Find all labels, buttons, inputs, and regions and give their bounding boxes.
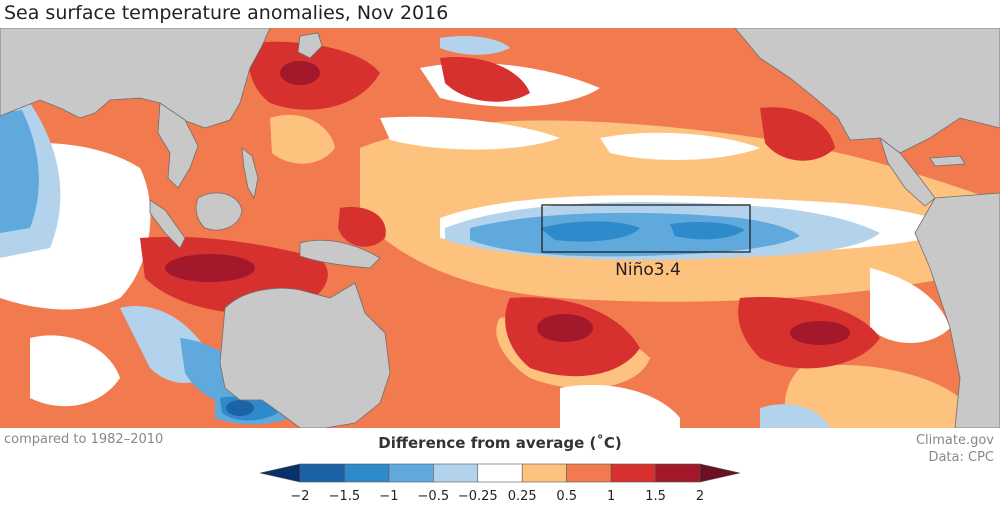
sumatra-island [149, 199, 186, 249]
legend-swatch [433, 463, 479, 483]
asia-landmass [0, 28, 271, 129]
central-america-landmass [879, 136, 936, 207]
legend-swatch [610, 463, 656, 483]
legend-swatch [566, 463, 612, 483]
legend-ticks: −2 −1.5 −1 −0.5 −0.25 0.25 0.5 1 1.5 2 [290, 489, 704, 504]
caribbean-islands [929, 155, 966, 167]
indochina-landmass [157, 102, 199, 189]
credit-block: Climate.gov Data: CPC [916, 432, 994, 466]
baseline-note: compared to 1982–2010 [4, 432, 164, 447]
legend-tick-label: 2 [696, 489, 704, 504]
legend-tick-label: 0.5 [556, 489, 577, 504]
credit-source: Climate.gov [915, 433, 994, 448]
new-guinea-island [299, 239, 381, 269]
australia-landmass [219, 282, 391, 428]
anomaly-very-strong-cool-patches [226, 400, 254, 416]
legend-swatch [477, 463, 523, 483]
color-legend: −2 −1.5 −1 −0.5 −0.25 0.25 0.5 1 1.5 2 [259, 463, 741, 504]
legend-tick-label: −0.5 [418, 489, 450, 504]
legend-title: Difference from average (˚C) [378, 434, 622, 452]
legend-tick-label: −1.5 [329, 489, 361, 504]
sst-anomaly-map: Niño3.4 [0, 28, 1000, 428]
legend-swatch [655, 463, 701, 483]
nino34-region-box [541, 204, 751, 253]
legend-tick-label: 0.25 [508, 489, 537, 504]
nino34-label: Niño3.4 [615, 260, 681, 280]
legend-tick-label: 1.5 [645, 489, 666, 504]
legend-swatch [344, 463, 390, 483]
philippines-islands [241, 147, 259, 200]
legend-tick-label: −2 [290, 489, 309, 504]
legend-tick-label: −1 [379, 489, 398, 504]
legend-tick-label: −0.25 [458, 489, 498, 504]
credit-data: Data: CPC [928, 450, 994, 465]
legend-arrow-low [259, 463, 301, 483]
legend-swatch [521, 463, 567, 483]
map-title: Sea surface temperature anomalies, Nov 2… [4, 2, 449, 24]
south-america-landmass [914, 192, 1000, 428]
japan-islands [297, 32, 323, 59]
legend-swatch [299, 463, 345, 483]
land-masses [0, 28, 1000, 428]
legend-tick-label: 1 [607, 489, 615, 504]
legend-swatch [388, 463, 434, 483]
legend-arrow-high [699, 463, 741, 483]
legend-bars [259, 463, 741, 483]
borneo-island [195, 192, 243, 231]
